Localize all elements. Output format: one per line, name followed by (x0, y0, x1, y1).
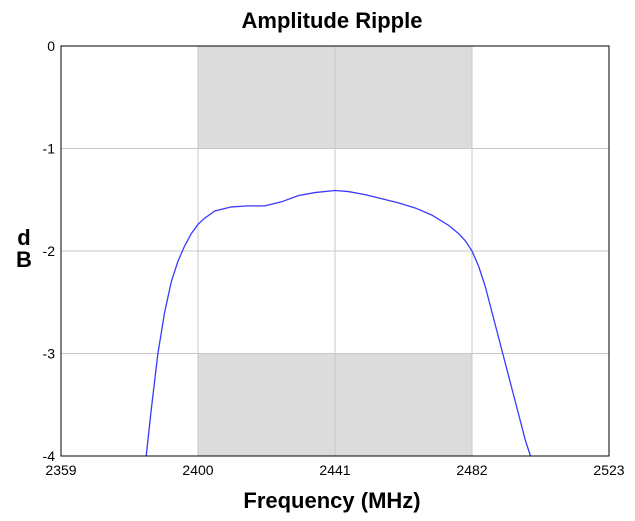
series-layer (145, 189, 532, 457)
x-tick-label: 2523 (593, 462, 624, 478)
x-tick-label: 2400 (182, 462, 213, 478)
y-tick-labels: 0 -1 -2 -3 -4 (43, 38, 56, 464)
y-tick-label: -1 (43, 141, 56, 157)
x-tick-labels: 2359 2400 2441 2482 2523 (45, 462, 624, 478)
x-tick-label: 2482 (456, 462, 487, 478)
x-axis-label: Frequency (MHz) (243, 488, 420, 513)
plot-frame (60, 45, 610, 457)
y-axis-label-bottom: B (16, 247, 32, 272)
y-tick-label: 0 (47, 38, 55, 54)
x-tick-label: 2359 (45, 462, 76, 478)
y-tick-label: -4 (43, 448, 56, 464)
chart-title: Amplitude Ripple (242, 8, 423, 33)
plot-area (60, 45, 610, 457)
y-axis-label-top: d (17, 225, 30, 250)
grid (60, 45, 610, 457)
x-tick-label: 2441 (319, 462, 350, 478)
y-tick-label: -2 (43, 243, 56, 259)
y-tick-label: -3 (43, 346, 56, 362)
series-line-1 (145, 189, 532, 457)
